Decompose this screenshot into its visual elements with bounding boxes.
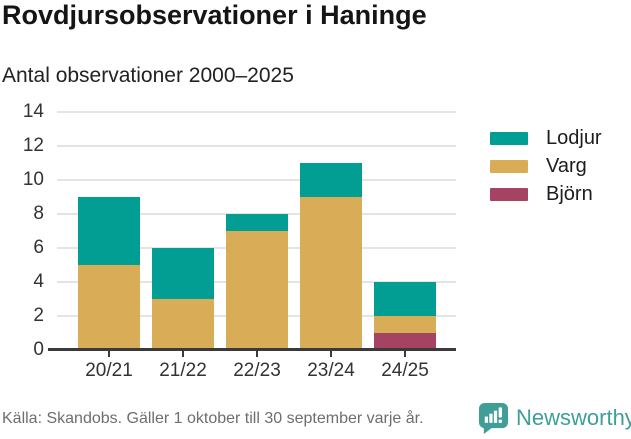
y-tick-label: 2 [33,304,44,326]
legend-label: Varg [546,155,587,177]
x-axis-line [48,348,456,351]
source-note: Källa: Skandobs. Gäller 1 oktober till 3… [2,410,424,427]
legend-swatch-björn [490,187,528,201]
newsworthy-link[interactable]: Newsworthy [478,402,631,434]
y-tick-label: 12 [22,134,44,156]
legend-swatch-varg [490,159,528,173]
y-tick-label: 6 [33,236,44,258]
y-tick-label: 4 [33,270,44,292]
bar-segment-varg-20-21 [78,264,140,350]
x-axis-tick [182,351,184,357]
bar-segment-lodjur-24-25 [374,281,436,316]
legend-swatch-lodjur [490,131,528,145]
legend-label: Lodjur [546,127,602,149]
legend: Lodjur Varg Björn [490,127,602,213]
chart-title: Rovdjursobservationer i Haninge [2,0,427,30]
x-axis-tick [108,351,110,357]
x-axis-tick [330,351,332,357]
x-tick-label: 23/24 [307,359,355,381]
gridline [57,178,456,181]
bar-segment-varg-23-24 [300,196,362,350]
bar-segment-lodjur-21-22 [152,247,214,299]
bar-segment-lodjur-22-23 [226,213,288,231]
y-tick-label: 0 [33,338,44,360]
chart-subtitle: Antal observationer 2000–2025 [2,64,294,87]
x-tick-label: 20/21 [85,359,133,381]
legend-item-lodjur: Lodjur [490,127,602,149]
bar-segment-varg-24-25 [374,315,436,333]
legend-item-varg: Varg [490,155,602,177]
bar-segment-varg-21-22 [152,298,214,350]
x-tick-label: 21/22 [159,359,207,381]
bar-segment-lodjur-20-21 [78,196,140,265]
newsworthy-wordmark: Newsworthy [516,405,631,430]
y-tick-label: 14 [22,100,44,122]
x-tick-label: 24/25 [381,359,429,381]
y-tick-label: 10 [22,168,44,190]
bar-segment-björn-24-25 [374,332,436,350]
x-axis-tick [256,351,258,357]
x-tick-label: 22/23 [233,359,281,381]
bar-segment-varg-22-23 [226,230,288,350]
y-tick-label: 8 [33,202,44,224]
x-axis-tick [404,351,406,357]
legend-item-björn: Björn [490,183,602,205]
bar-segment-lodjur-23-24 [300,162,362,197]
legend-label: Björn [546,183,593,205]
gridline [57,110,456,113]
gridline [57,144,456,147]
newsworthy-logo-icon [478,402,509,434]
